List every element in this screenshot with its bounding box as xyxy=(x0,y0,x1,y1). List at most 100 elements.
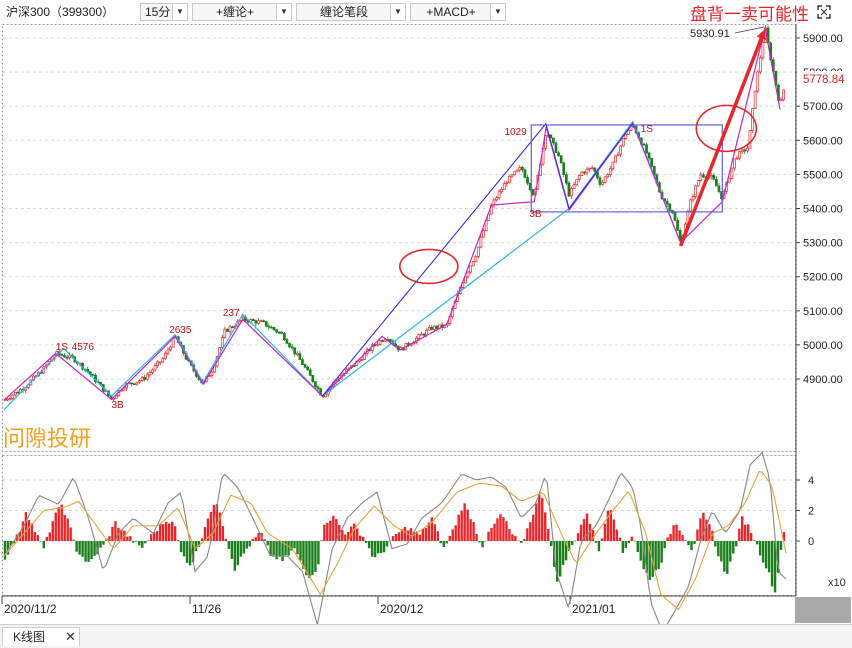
candle-body xyxy=(301,359,304,365)
macd-histogram-bar xyxy=(84,541,87,562)
chart-canvas[interactable]: 5900.005800.005700.005600.005500.005400.… xyxy=(0,0,852,624)
tab-kline[interactable]: K线图 ✕ xyxy=(2,627,80,646)
candle-body xyxy=(169,346,172,351)
macd-histogram-bar xyxy=(135,541,138,542)
macd-histogram-bar xyxy=(27,519,31,541)
candle-body xyxy=(621,138,625,147)
chanlun-button[interactable]: +缠论+ ▼ xyxy=(192,3,292,21)
price-tick-label: 5200.00 xyxy=(803,272,843,284)
candle-body xyxy=(740,149,744,152)
candle-body xyxy=(557,152,560,157)
candle-body xyxy=(606,174,610,178)
candle-body xyxy=(143,377,147,380)
macd-histogram-bar xyxy=(436,531,439,541)
candle-body xyxy=(624,134,628,139)
macd-histogram-bar xyxy=(176,540,180,541)
macd-histogram-bar xyxy=(293,541,296,549)
candle-body xyxy=(314,381,317,388)
macd-histogram-bar xyxy=(3,541,7,560)
macd-histogram-bar xyxy=(156,531,159,541)
macd-histogram-bar xyxy=(275,541,278,560)
candle-body xyxy=(746,147,749,152)
timeline-scroll-thumb[interactable] xyxy=(795,597,851,623)
macd-histogram-bar xyxy=(78,541,81,555)
macd-histogram-bar xyxy=(230,541,234,559)
watermark-text: 问隙投研 xyxy=(3,427,91,452)
macd-histogram-bar xyxy=(606,510,610,541)
macd-histogram-bar xyxy=(314,541,317,572)
macd-histogram-bar xyxy=(782,532,786,541)
bi-segment-button[interactable]: 缠论笔段 ▼ xyxy=(296,3,406,21)
macd-histogram-bar xyxy=(272,541,275,556)
macd-histogram-bar xyxy=(218,512,222,541)
candle-body xyxy=(696,180,700,187)
macd-histogram-bar xyxy=(266,541,269,546)
candle-body xyxy=(544,135,547,149)
macd-histogram-bar xyxy=(720,541,723,562)
bottom-tab-bar: K线图 ✕ xyxy=(0,624,852,648)
macd-histogram-bar xyxy=(379,541,383,553)
macd-histogram-bar xyxy=(514,535,517,541)
macd-histogram-bar xyxy=(496,518,499,541)
candle-body xyxy=(283,333,286,341)
candle-body xyxy=(495,197,498,201)
candle-body xyxy=(743,149,747,152)
structure-label: 3B xyxy=(529,209,542,220)
candle-body xyxy=(619,145,622,155)
symbol-label[interactable]: 沪深300（399300） xyxy=(6,5,115,19)
macd-histogram-bar xyxy=(618,537,622,541)
candle-body xyxy=(779,99,783,102)
macd-histogram-bar xyxy=(612,519,616,541)
chevron-down-icon[interactable]: ▼ xyxy=(172,4,187,20)
macd-histogram-bar xyxy=(194,541,198,552)
candle-body xyxy=(376,343,379,346)
macd-histogram-bar xyxy=(323,524,326,541)
macd-histogram-bar xyxy=(197,541,201,547)
candle-body xyxy=(277,331,281,334)
candle-body xyxy=(164,352,167,360)
macd-histogram-bar xyxy=(487,531,490,541)
macd-histogram-bar xyxy=(567,541,571,552)
candle-body xyxy=(583,171,586,174)
macd-histogram-bar xyxy=(33,531,37,541)
candle-body xyxy=(673,212,677,221)
macd-histogram-bar xyxy=(717,541,720,557)
macd-histogram-bar xyxy=(627,541,631,543)
candle-body xyxy=(471,260,475,267)
expand-icon[interactable] xyxy=(817,5,831,19)
macd-histogram-bar xyxy=(729,541,732,562)
chevron-down-icon[interactable]: ▼ xyxy=(490,4,505,20)
candle-body xyxy=(508,175,511,184)
macd-histogram-bar xyxy=(69,527,72,541)
candle-body xyxy=(567,182,571,197)
macd-histogram-bar xyxy=(690,541,693,551)
macd-histogram-bar xyxy=(347,532,350,541)
time-tick-label: 2021/01 xyxy=(572,602,616,616)
candle-body xyxy=(466,271,470,278)
chevron-down-icon[interactable]: ▼ xyxy=(276,4,291,20)
macd-histogram-bar xyxy=(499,514,502,541)
macd-histogram-bar xyxy=(373,541,377,558)
macd-histogram-bar xyxy=(54,512,57,541)
macd-histogram-bar xyxy=(364,541,368,543)
close-icon[interactable]: ✕ xyxy=(65,629,76,644)
candle-body xyxy=(360,359,364,361)
macd-histogram-bar xyxy=(767,541,771,573)
candle-body xyxy=(251,319,255,321)
candle-body xyxy=(593,167,597,172)
candle-body xyxy=(303,364,307,368)
candle-body xyxy=(13,391,17,396)
candle-body xyxy=(228,326,232,332)
candle-body xyxy=(464,276,467,284)
period-select[interactable]: 15分 ▼ xyxy=(140,3,188,21)
macd-histogram-bar xyxy=(147,540,150,541)
candle-body xyxy=(394,343,397,347)
candle-body xyxy=(510,174,514,177)
time-axis-ticks: 2020/11/2 11/26 2020/12 2021/01 xyxy=(1,596,616,616)
chevron-down-icon[interactable]: ▼ xyxy=(390,4,405,20)
candle-body xyxy=(614,155,617,163)
macd-label: +MACD+ xyxy=(426,5,476,19)
macd-histogram-bar xyxy=(418,534,422,541)
candle-body xyxy=(153,365,157,371)
macd-button[interactable]: +MACD+ ▼ xyxy=(410,3,506,21)
